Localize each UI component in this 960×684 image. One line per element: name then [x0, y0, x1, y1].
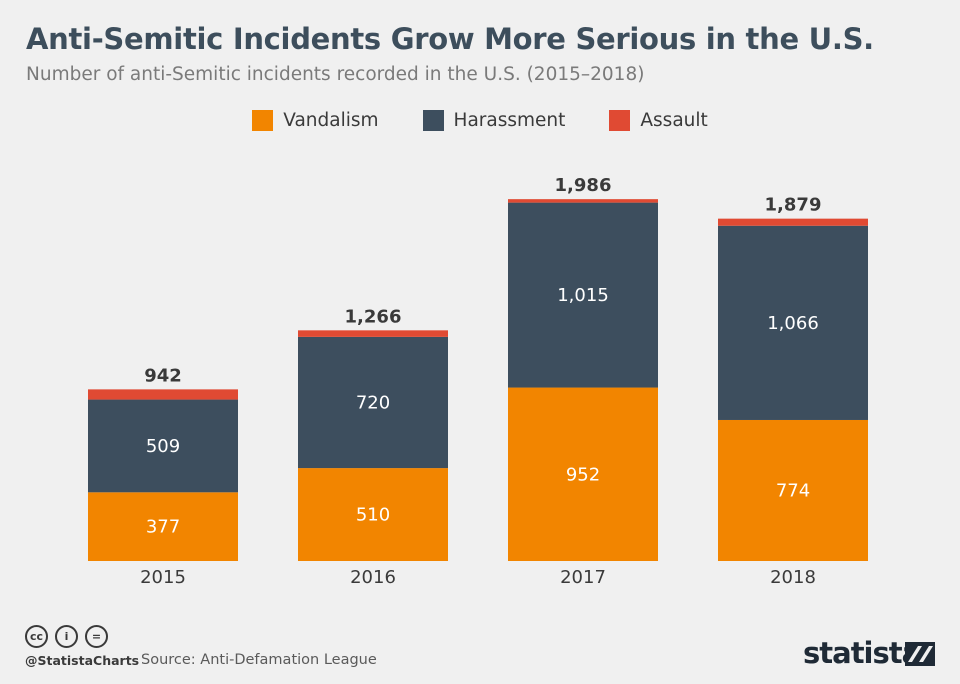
legend-label-assault: Assault: [640, 110, 708, 131]
data-label-harassment-2016: 720: [356, 392, 390, 413]
statista-logo-text: statista: [803, 636, 921, 670]
x-tick-label-2017: 2017: [560, 567, 606, 588]
x-tick-label-2016: 2016: [350, 567, 396, 588]
data-label-harassment-2015: 509: [146, 436, 180, 457]
bar-segment-assault-2015: [88, 389, 238, 400]
data-label-vandalism-2015: 377: [146, 517, 180, 538]
legend-item-harassment: Harassment: [422, 110, 566, 131]
attribution-icon: i: [55, 625, 78, 648]
legend-item-assault: Assault: [609, 110, 708, 131]
legend-item-vandalism: Vandalism: [252, 110, 379, 131]
legend-swatch-assault: [609, 110, 631, 131]
legend: Vandalism Harassment Assault: [0, 110, 960, 131]
legend-swatch-harassment: [422, 110, 444, 131]
license-icons: cc i =: [25, 625, 115, 648]
stacked-bar-chart: 377 509 942 2015 510 720 1,266 2016 952 1,015 1,98…: [88, 175, 868, 588]
bar-segment-assault-2017: [508, 199, 658, 203]
legend-label-harassment: Harassment: [453, 110, 566, 131]
bar-segment-harassment-2016: [298, 336, 448, 469]
creative-commons-icon: cc: [25, 625, 48, 648]
statista-handle: @StatistaCharts: [25, 653, 140, 668]
chart-subtitle: Number of anti-Semitic incidents recorde…: [26, 64, 645, 85]
x-tick-label-2015: 2015: [140, 567, 186, 588]
bar-segment-vandalism-2018: [718, 419, 868, 561]
chart-title: Anti-Semitic Incidents Grow More Serious…: [26, 22, 874, 56]
total-label-2017: 1,986: [555, 175, 612, 196]
data-label-vandalism-2016: 510: [356, 505, 390, 526]
legend-swatch-vandalism: [252, 110, 274, 131]
x-tick-label-2018: 2018: [770, 567, 816, 588]
bar-segment-vandalism-2015: [88, 492, 238, 561]
source-note: Source: Anti-Defamation League: [141, 652, 377, 668]
statista-logo-icon: [905, 642, 935, 666]
total-label-2015: 942: [144, 365, 182, 386]
bar-segment-assault-2016: [298, 330, 448, 337]
data-label-harassment-2017: 1,015: [557, 285, 609, 306]
total-label-2018: 1,879: [765, 195, 822, 216]
legend-label-vandalism: Vandalism: [283, 110, 379, 131]
total-label-2016: 1,266: [345, 306, 402, 327]
bar-segment-harassment-2015: [88, 399, 238, 493]
no-derivatives-icon: =: [85, 625, 108, 648]
bar-segment-vandalism-2017: [508, 387, 658, 561]
bar-segment-harassment-2018: [718, 225, 868, 420]
bar-segment-vandalism-2016: [298, 468, 448, 561]
data-label-harassment-2018: 1,066: [767, 313, 819, 334]
bar-segment-harassment-2017: [508, 202, 658, 388]
bar-segment-assault-2018: [718, 218, 868, 226]
data-label-vandalism-2017: 952: [566, 464, 600, 485]
data-label-vandalism-2018: 774: [776, 480, 810, 501]
